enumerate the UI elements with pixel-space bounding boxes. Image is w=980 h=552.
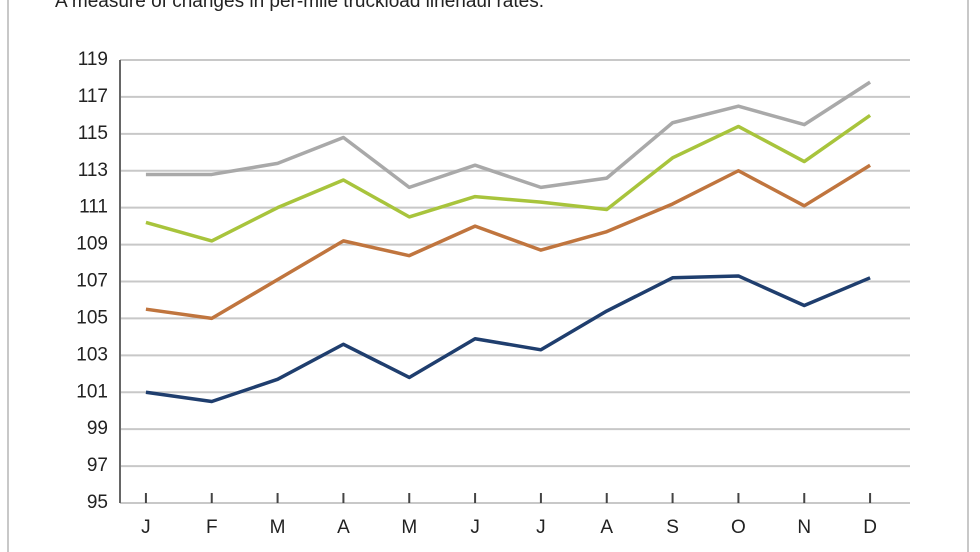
- series-line: [145, 113, 872, 243]
- x-tick-label: M: [401, 517, 417, 538]
- x-tick-label: J: [141, 517, 151, 538]
- y-tick-label: 117: [78, 86, 108, 107]
- series-line: [145, 163, 872, 321]
- x-tick-label: D: [863, 517, 877, 538]
- y-tick-label: 99: [87, 418, 108, 439]
- x-tick-label: M: [270, 517, 286, 538]
- x-tick-label: J: [470, 517, 480, 538]
- x-tick-label: A: [600, 517, 613, 538]
- chart-subtitle: A measure of changes in per-mile trucklo…: [55, 0, 544, 12]
- y-tick-label: 109: [76, 234, 108, 255]
- y-tick-label: 103: [76, 344, 108, 365]
- x-tick-label: S: [666, 517, 679, 538]
- y-tick-label: 113: [78, 160, 108, 181]
- y-tick-label: 95: [87, 492, 108, 513]
- y-tick-label: 97: [87, 455, 108, 476]
- x-tick-label: N: [797, 517, 811, 538]
- x-tick-label: F: [206, 517, 218, 538]
- frame: [7, 0, 969, 552]
- x-tick-label: J: [536, 517, 546, 538]
- y-tick-label: 101: [76, 381, 108, 402]
- x-tick-label: A: [337, 517, 350, 538]
- y-tick-label: 119: [78, 49, 108, 70]
- y-tick-label: 111: [79, 197, 108, 218]
- x-tick-label: O: [731, 517, 746, 538]
- y-tick-label: 105: [76, 307, 108, 328]
- series-line: [145, 274, 871, 404]
- series-line: [145, 80, 872, 190]
- y-tick-label: 107: [76, 271, 108, 292]
- y-tick-label: 115: [78, 123, 108, 144]
